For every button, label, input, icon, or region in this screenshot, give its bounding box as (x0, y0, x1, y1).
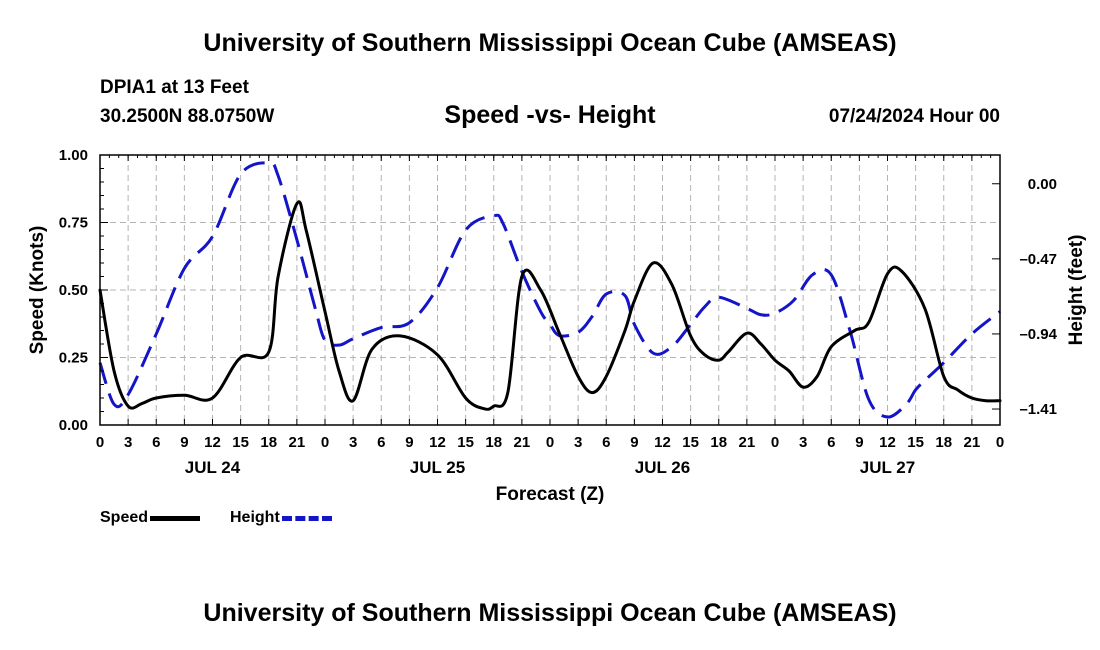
series-line-speed (98, 200, 1002, 411)
date-label: JUL 24 (185, 458, 241, 477)
x-tick-label: 6 (377, 434, 385, 451)
x-tick-label: 6 (152, 434, 160, 451)
y-tick-label: 0.50 (59, 282, 88, 299)
x-tick-label: 15 (907, 434, 924, 451)
x-tick-label: 12 (429, 434, 446, 451)
x-tick-label: 12 (654, 434, 671, 451)
y2-axis-title: Height (feet) (1066, 235, 1087, 346)
y-tick-label: 0.00 (59, 417, 88, 434)
x-tick-label: 15 (232, 434, 249, 451)
x-tick-label: 21 (514, 434, 531, 451)
y2-tick-label: –0.94 (1019, 326, 1057, 343)
y-tick-label: 0.75 (59, 215, 88, 232)
x-tick-label: 0 (546, 434, 554, 451)
x-tick-label: 18 (710, 434, 727, 451)
x-tick-label: 21 (289, 434, 306, 451)
x-tick-label: 18 (260, 434, 277, 451)
legend-item-height: Height (230, 509, 332, 527)
x-tick-label: 6 (602, 434, 610, 451)
date-label: JUL 25 (410, 458, 465, 477)
legend-item-speed: Speed (100, 509, 201, 527)
axis-layer: 0 3 6 9 12 15 18 21 0 3 6 9 12 15 18 21 0 3 6 9 12 15 18 21 0 3 6 9… (59, 147, 1058, 477)
x-tick-label: 15 (457, 434, 474, 451)
x-tick-label: 3 (124, 434, 132, 451)
x-tick-label: 18 (485, 434, 502, 451)
legend-height-label: Height (230, 509, 280, 526)
x-tick-label: 21 (964, 434, 981, 451)
series-layer (98, 161, 1002, 419)
y2-tick-label: –1.41 (1019, 401, 1057, 418)
series-line-height (98, 161, 1001, 419)
x-tick-label: 0 (96, 434, 104, 451)
x-tick-label: 3 (574, 434, 582, 451)
x-tick-label: 18 (935, 434, 952, 451)
y-axis-title: Speed (Knots) (27, 226, 48, 355)
date-label: JUL 27 (860, 458, 915, 477)
chart-title-top: University of Southern Mississippi Ocean… (203, 29, 897, 57)
coordinates-label: 30.2500N 88.0750W (100, 106, 275, 127)
y2-tick-label: 0.00 (1028, 176, 1057, 193)
x-tick-label: 0 (321, 434, 329, 451)
legend-height-swatch (281, 515, 332, 521)
y2-tick-label: –0.47 (1019, 251, 1057, 268)
x-tick-label: 9 (855, 434, 863, 451)
x-tick-label: 6 (827, 434, 835, 451)
forecast-datetime: 07/24/2024 Hour 00 (828, 106, 1000, 127)
grid-layer (100, 155, 1000, 425)
x-axis-title: Forecast (Z) (496, 484, 605, 505)
chart-title-bottom: University of Southern Mississippi Ocean… (203, 599, 897, 627)
legend-speed-label: Speed (100, 509, 149, 526)
x-tick-label: 12 (204, 434, 221, 451)
x-tick-label: 3 (799, 434, 807, 451)
x-tick-label: 9 (405, 434, 413, 451)
x-tick-label: 3 (349, 434, 357, 451)
station-label: DPIA1 at 13 Feet (100, 77, 249, 98)
x-tick-label: 21 (739, 434, 756, 451)
x-tick-label: 0 (996, 434, 1004, 451)
y-tick-label: 1.00 (59, 147, 88, 164)
chart-subtitle: Speed -vs- Height (444, 101, 656, 129)
x-tick-label: 0 (771, 434, 779, 451)
x-tick-label: 9 (630, 434, 638, 451)
x-tick-label: 12 (879, 434, 896, 451)
x-tick-label: 9 (180, 434, 188, 451)
legend-speed-swatch (150, 515, 201, 521)
date-label: JUL 26 (635, 458, 690, 477)
x-tick-label: 15 (682, 434, 699, 451)
y-tick-label: 0.25 (59, 350, 88, 367)
